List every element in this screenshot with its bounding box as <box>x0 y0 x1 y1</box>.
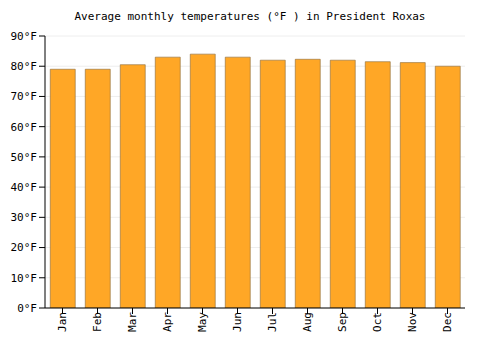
html-text:Average monthly temperatures (: Average monthly temperatures (°F ) in Pr… <box>74 10 426 23</box>
svg-text:Aug: Aug <box>301 312 314 332</box>
svg-text:Dec: Dec <box>441 312 454 332</box>
svg-text:Jan: Jan <box>56 312 69 332</box>
svg-text:Nov: Nov <box>406 312 419 332</box>
svg-text:Sep: Sep <box>336 312 349 332</box>
svg-text:40°F: 40°F <box>11 181 38 194</box>
svg-text:0°F: 0°F <box>17 302 37 315</box>
svg-text:10°F: 10°F <box>11 272 38 285</box>
svg-text:May: May <box>196 312 209 332</box>
svg-text:90°F: 90°F <box>11 30 38 43</box>
svg-text:Feb: Feb <box>91 312 104 332</box>
svg-text:Apr: Apr <box>161 312 174 332</box>
svg-text:60°F: 60°F <box>11 121 38 134</box>
svg-text:50°F: 50°F <box>11 151 38 164</box>
svg-text:70°F: 70°F <box>11 90 38 103</box>
svg-text:Mar: Mar <box>126 312 139 332</box>
svg-text:Jul: Jul <box>266 312 279 332</box>
svg-text:80°F: 80°F <box>11 60 38 73</box>
svg-text:30°F: 30°F <box>11 211 38 224</box>
svg-text:Jun: Jun <box>231 312 244 332</box>
svg-text:20°F: 20°F <box>11 241 38 254</box>
svg-text:Oct: Oct <box>371 312 384 332</box>
